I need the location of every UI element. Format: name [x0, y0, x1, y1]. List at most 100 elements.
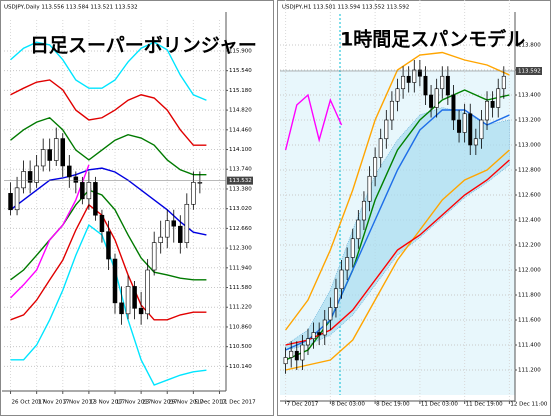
- x-tick-label: 11 Dec 03:00: [421, 402, 458, 408]
- y-tick-label: 114.460: [229, 127, 252, 133]
- candle-body: [457, 119, 462, 133]
- candle-body: [164, 220, 170, 238]
- x-tick-label: 7 Nov 2017: [64, 400, 96, 406]
- x-tick-label: 8 Dec 03:00: [331, 402, 365, 408]
- candle-body: [490, 100, 495, 108]
- y-tick-label: 110.500: [229, 344, 252, 350]
- candle-body: [345, 257, 350, 271]
- chart-annotation: 1時間足スパンモデル: [340, 28, 525, 51]
- x-tick-label: 17 Nov 2017: [116, 400, 152, 406]
- y-tick-label: 111.580: [229, 285, 252, 291]
- candle-body: [389, 100, 394, 121]
- x-tick-label: 8 Dec 19:00: [376, 402, 410, 408]
- candle-body: [384, 119, 389, 140]
- candle-body: [112, 258, 118, 304]
- y-tick-label: 113.740: [229, 167, 252, 173]
- candle-body: [328, 307, 333, 321]
- indicator-line: [285, 149, 510, 371]
- price-box: [516, 67, 542, 75]
- candle-body: [367, 175, 372, 202]
- candle-body: [47, 149, 52, 161]
- candle-body: [197, 182, 203, 184]
- candle-body: [305, 338, 310, 346]
- candle-body: [80, 182, 85, 200]
- candle-body: [473, 138, 478, 146]
- candle-body: [440, 75, 445, 90]
- x-tick-label: 5 Dec 2017: [194, 400, 226, 406]
- y-tick-label: 115.900: [229, 48, 252, 54]
- candle-body: [378, 138, 383, 158]
- x-tick-label: 23 Nov 2017: [142, 400, 178, 406]
- y-tick-label: 115.540: [229, 68, 252, 74]
- candle-body: [21, 171, 26, 189]
- x-tick-label: 11 Dec 19:00: [466, 402, 503, 408]
- indicator-line: [10, 189, 207, 281]
- candle-body: [468, 113, 473, 146]
- price-label: 113.532: [229, 178, 252, 184]
- candle-body: [423, 75, 428, 96]
- x-tick-label: 12 Dec 11:00: [510, 402, 547, 408]
- y-tick-label: 112.600: [518, 193, 541, 199]
- candle-body: [73, 176, 79, 183]
- candle-body: [373, 157, 378, 177]
- y-tick-label: 111.200: [518, 368, 541, 374]
- candle-body: [339, 269, 344, 290]
- candle-body: [356, 219, 361, 240]
- price-box: [227, 176, 253, 185]
- candle-body: [99, 214, 105, 232]
- candle-body: [191, 182, 196, 205]
- y-tick-label: 111.220: [229, 305, 252, 311]
- y-tick-label: 114.820: [229, 108, 252, 114]
- y-tick-label: 112.300: [229, 246, 252, 252]
- candle-body: [501, 75, 506, 90]
- y-tick-label: 112.660: [229, 226, 252, 232]
- candle-body: [132, 286, 137, 309]
- candle-body: [485, 100, 490, 121]
- candle-body: [445, 75, 450, 96]
- candle-body: [350, 238, 355, 258]
- y-tick-label: 110.860: [229, 324, 252, 330]
- candle-body: [429, 94, 434, 108]
- y-tick-label: 114.100: [229, 147, 252, 153]
- candle-body: [8, 193, 13, 211]
- chart-annotation: 日足スーパーボリンジャー: [30, 35, 257, 57]
- candle-body: [289, 350, 294, 358]
- y-tick-label: 110.140: [229, 364, 252, 370]
- candle-body: [451, 94, 456, 121]
- x-tick-label: 11 Dec 2017: [220, 400, 256, 406]
- y-tick-label: 113.400: [518, 93, 541, 99]
- x-tick-label: 29 Nov 2017: [168, 400, 204, 406]
- candle-body: [412, 69, 417, 83]
- candle-body: [158, 236, 163, 243]
- candle-body: [145, 269, 150, 315]
- candle-body: [60, 138, 66, 167]
- candle-body: [406, 75, 411, 83]
- y-tick-label: 115.180: [229, 88, 252, 94]
- x-tick-label: 7 Dec 2017: [287, 402, 319, 408]
- y-tick-label: 111.600: [518, 318, 541, 324]
- chart-header: USDJPY,Daily 113.556 113.584 113.521 113…: [4, 5, 138, 11]
- y-tick-label: 113.200: [518, 118, 541, 124]
- x-tick-label: 1 Nov 2017: [38, 400, 70, 406]
- y-tick-label: 111.400: [518, 343, 541, 349]
- x-tick-label: 13 Nov 2017: [90, 400, 126, 406]
- y-tick-label: 113.020: [229, 206, 252, 212]
- candle-body: [294, 350, 299, 361]
- indicator-line: [10, 41, 207, 101]
- candle-body: [417, 69, 422, 77]
- y-tick-label: 111.940: [229, 265, 252, 271]
- candle-body: [434, 88, 439, 108]
- y-tick-label: 112.800: [518, 168, 541, 174]
- candle-body: [479, 119, 484, 140]
- y-tick-label: 113.800: [518, 43, 541, 49]
- candle-body: [311, 332, 316, 340]
- indicator-line: [284, 93, 343, 151]
- y-tick-label: 111.800: [518, 293, 541, 299]
- candle-body: [171, 220, 177, 227]
- candle-body: [34, 165, 39, 183]
- candle-body: [361, 200, 366, 221]
- chart-header: USDJPY,H1 113.581 113.594 113.552 113.59…: [282, 5, 409, 11]
- candle-body: [119, 302, 124, 315]
